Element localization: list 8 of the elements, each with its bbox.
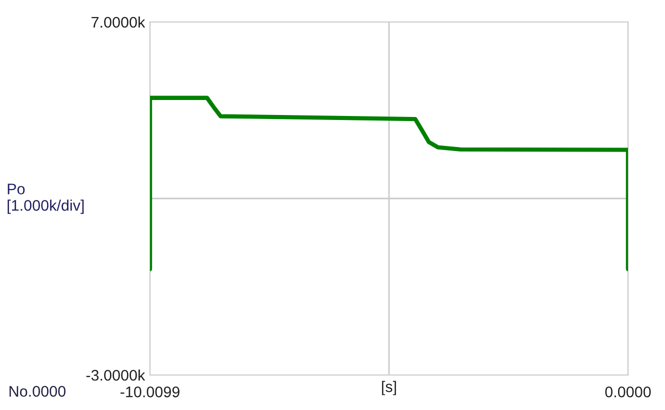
x-tick-label: -10.0099 bbox=[120, 386, 180, 398]
x-axis-title: [s] bbox=[382, 380, 396, 396]
y-axis-title: Po [1.000k/div] bbox=[8, 184, 84, 214]
y-tick-label: -3.0000k bbox=[86, 369, 146, 381]
text: No.0000 bbox=[10, 386, 66, 397]
x-tick-label: 0.0000 bbox=[605, 386, 651, 398]
y-tick-label: 7.0000k bbox=[92, 16, 146, 28]
line-series bbox=[150, 96, 628, 272]
